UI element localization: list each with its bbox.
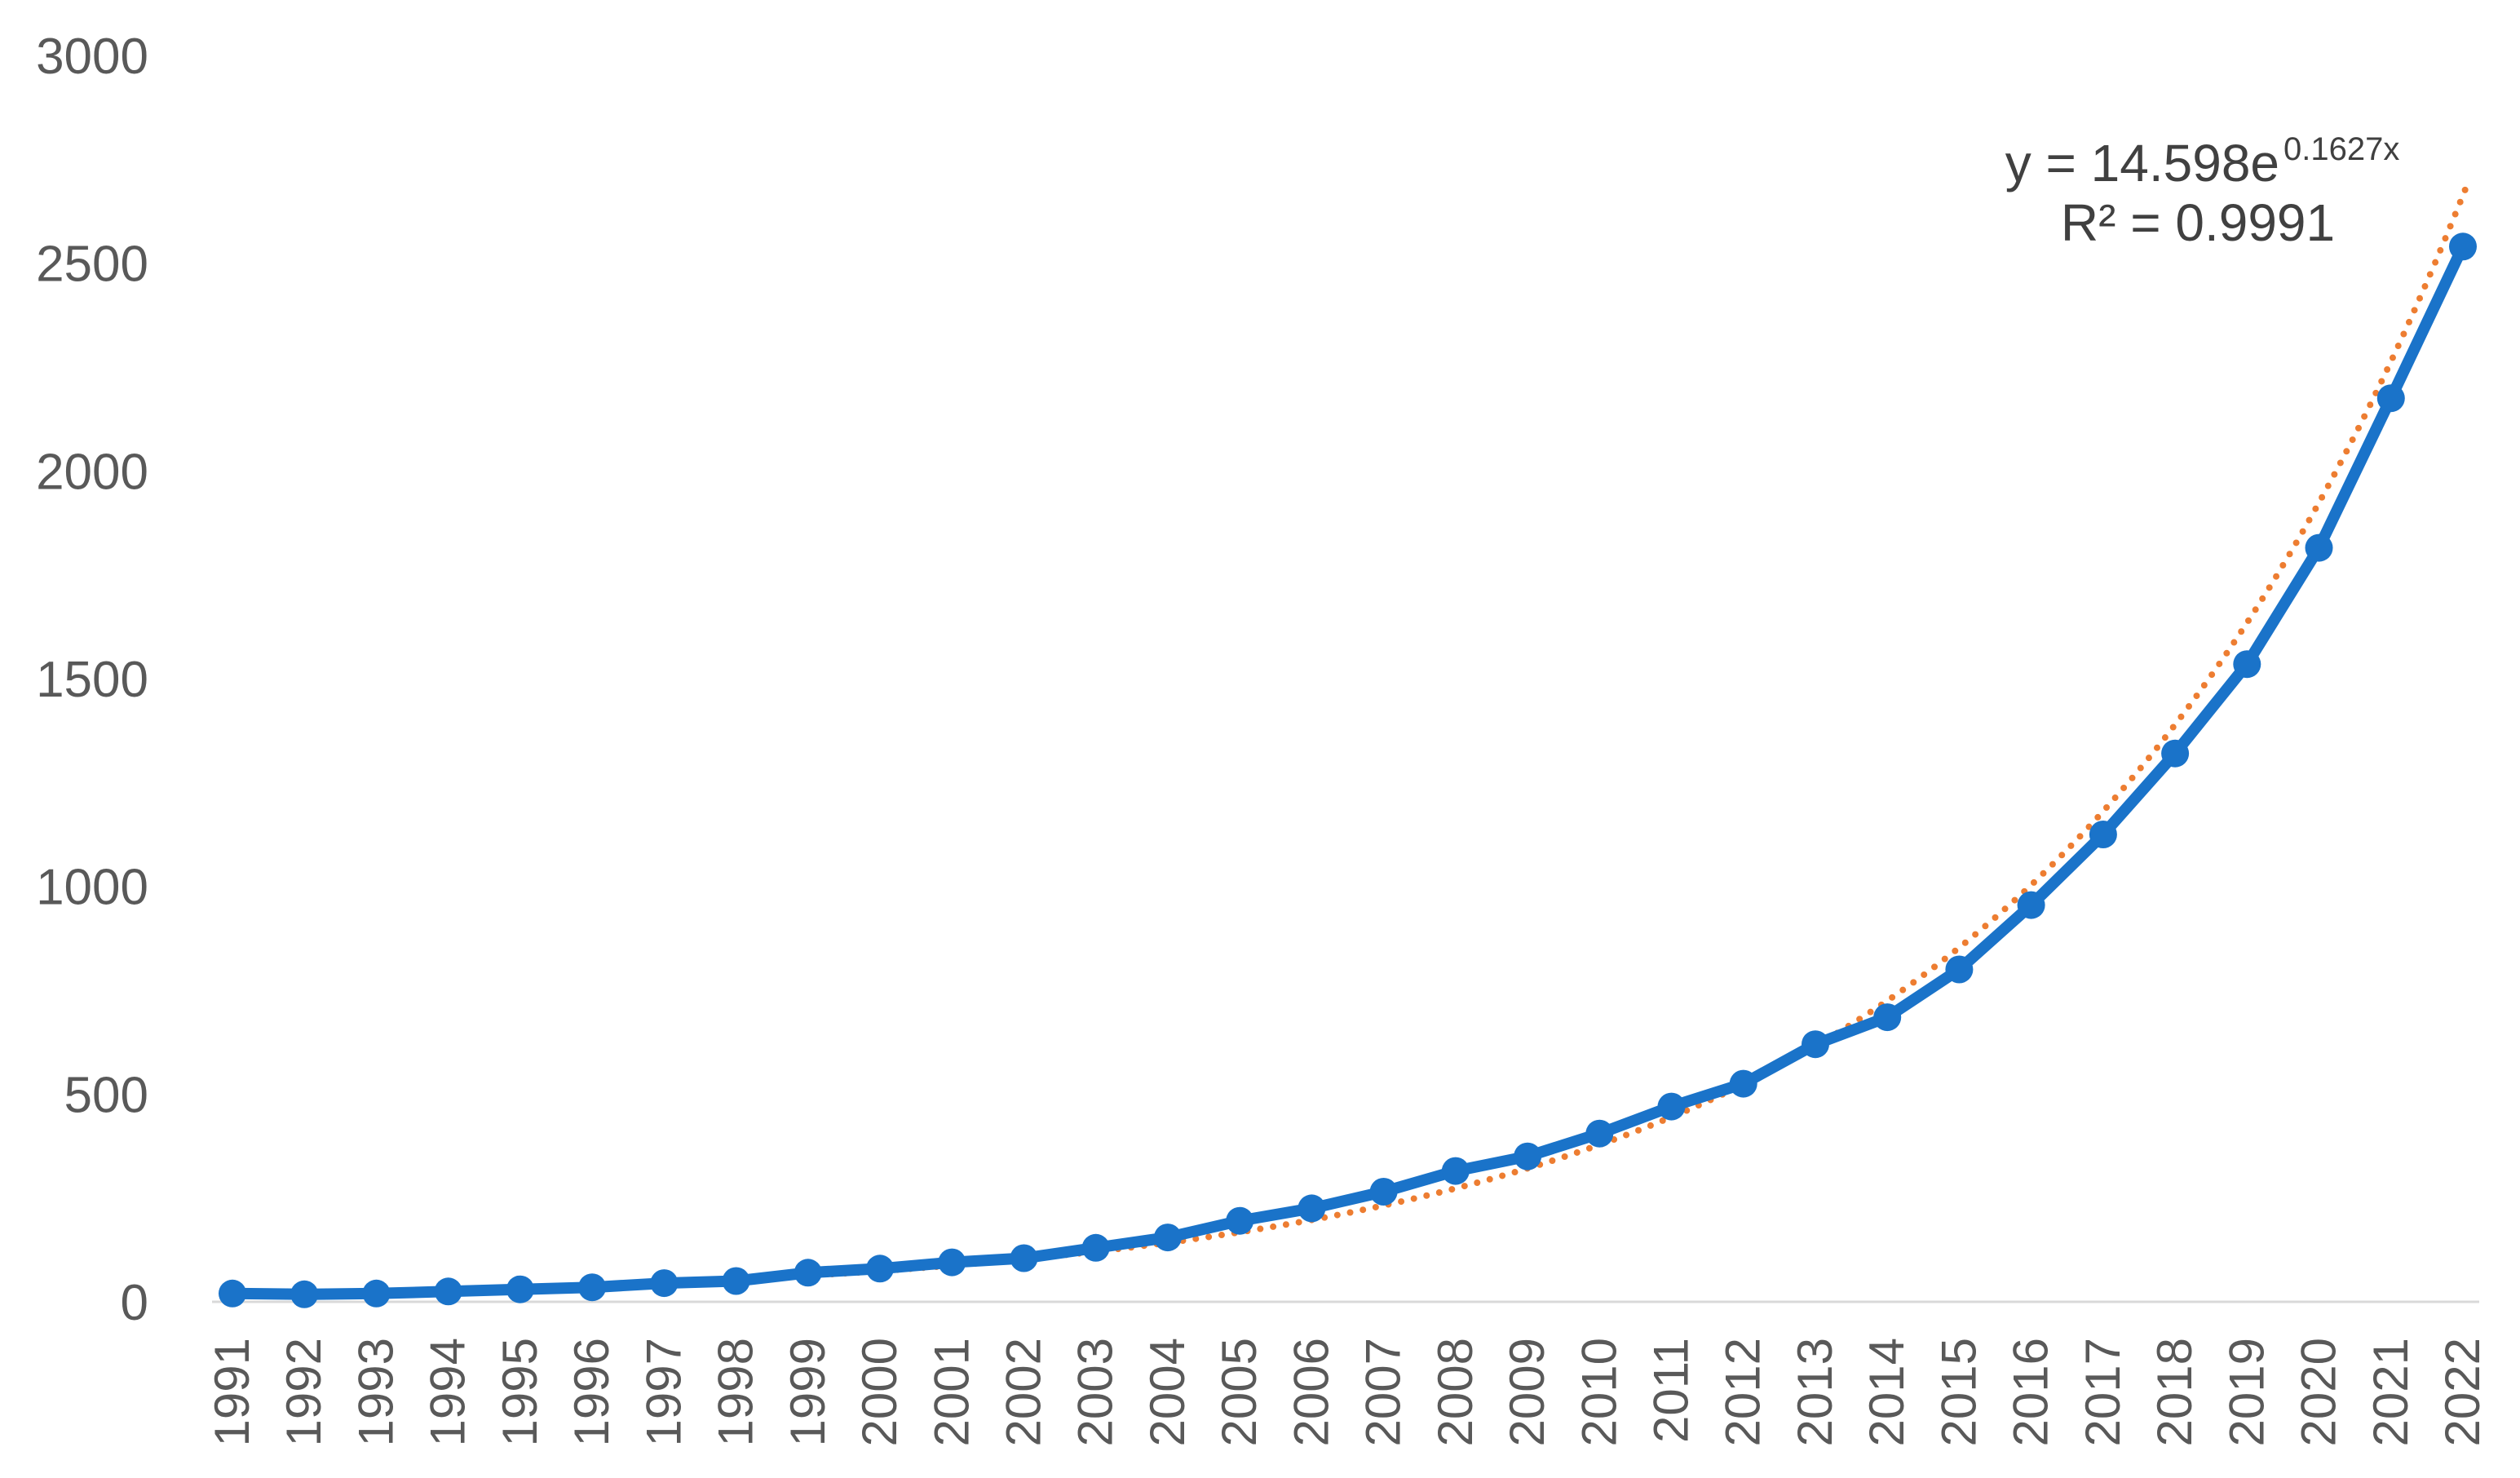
- equation-exponent: 0.1627x: [2283, 131, 2399, 167]
- x-tick-label: 1993: [348, 1338, 403, 1446]
- data-point: [2376, 384, 2405, 413]
- x-tick-label: 1999: [780, 1338, 835, 1446]
- data-point: [1153, 1224, 1182, 1252]
- data-point: [938, 1248, 966, 1277]
- data-point: [722, 1267, 750, 1295]
- x-tick-label: 2018: [2147, 1338, 2202, 1446]
- x-tick-label: 1996: [564, 1338, 619, 1446]
- x-tick-label: 2000: [852, 1338, 907, 1446]
- data-point: [2449, 232, 2477, 261]
- data-point: [1729, 1069, 1757, 1098]
- data-point: [1226, 1206, 1254, 1235]
- y-tick-label: 1500: [36, 652, 148, 708]
- x-tick-label: 2020: [2292, 1338, 2346, 1446]
- data-point: [1369, 1178, 1398, 1206]
- x-tick-label: 2001: [924, 1338, 979, 1446]
- series-line: [227, 241, 2469, 1300]
- data-point: [2089, 821, 2117, 848]
- data-point: [2161, 739, 2190, 768]
- x-tick-label: 2010: [1572, 1338, 1626, 1446]
- x-tick-label: 1998: [709, 1338, 763, 1446]
- r-squared-text: R² = 0.9991: [2061, 193, 2335, 252]
- data-point: [290, 1280, 319, 1308]
- x-tick-label: 1992: [276, 1338, 331, 1446]
- equation-text: y = 14.598e: [2005, 134, 2279, 192]
- y-tick-label: 500: [64, 1067, 148, 1123]
- x-tick-label: 2007: [1356, 1338, 1411, 1446]
- x-tick-label: 1991: [205, 1338, 259, 1446]
- x-tick-label: 2011: [1644, 1338, 1699, 1443]
- x-tick-label: 2003: [1068, 1338, 1123, 1446]
- data-point: [2017, 891, 2045, 919]
- y-tick-label: 2500: [36, 237, 148, 293]
- x-tick-label: 2015: [1931, 1338, 1986, 1446]
- data-point: [650, 1269, 679, 1298]
- data-point: [1657, 1092, 1686, 1121]
- x-tick-label: 1997: [636, 1338, 691, 1446]
- data-point: [866, 1255, 894, 1283]
- data-point: [219, 1279, 246, 1308]
- data-point: [1081, 1233, 1110, 1262]
- data-point: [506, 1275, 534, 1303]
- data-point: [1873, 1003, 1902, 1032]
- data-point: [1010, 1244, 1038, 1272]
- data-point: [362, 1279, 391, 1308]
- x-tick-label: 2012: [1716, 1338, 1771, 1446]
- series-markers: [219, 232, 2477, 1308]
- exponential-trendline: [229, 177, 2473, 1299]
- data-point: [794, 1259, 822, 1287]
- y-tick-label: 2000: [36, 444, 148, 500]
- y-tick-label: 1000: [36, 860, 148, 916]
- data-point: [578, 1273, 607, 1302]
- x-tick-label: 2022: [2435, 1338, 2490, 1446]
- x-tick-label: 2004: [1140, 1338, 1195, 1446]
- x-tick-label: 1995: [493, 1338, 547, 1446]
- data-point: [1585, 1119, 1614, 1148]
- x-tick-label: 2016: [2004, 1338, 2058, 1446]
- x-tick-label: 2008: [1428, 1338, 1483, 1446]
- y-axis-ticks: 0 500 1000 1500 2000 2500 3000: [36, 29, 148, 1331]
- x-axis-ticks: 1991 1992 1993 1994 1995 1996 1997 1998 1999 2000…: [205, 1338, 2490, 1446]
- y-tick-label: 0: [121, 1275, 148, 1331]
- x-tick-label: 2019: [2219, 1338, 2274, 1446]
- data-point: [1945, 955, 1974, 984]
- x-tick-label: 2013: [1788, 1338, 1842, 1446]
- x-tick-label: 2005: [1212, 1338, 1267, 1446]
- data-point: [1298, 1194, 1326, 1223]
- data-point: [1441, 1157, 1470, 1185]
- data-point: [2305, 533, 2333, 562]
- data-point: [434, 1277, 462, 1306]
- x-tick-label: 1994: [421, 1338, 475, 1446]
- x-tick-label: 2006: [1284, 1338, 1338, 1446]
- trendline-equation: y = 14.598e 0.1627x R² = 0.9991: [2005, 131, 2400, 252]
- x-tick-label: 2014: [1859, 1338, 1914, 1446]
- data-point: [1514, 1142, 1542, 1170]
- data-point: [2233, 650, 2261, 679]
- x-tick-label: 2009: [1500, 1338, 1554, 1446]
- x-tick-label: 2021: [2363, 1338, 2418, 1446]
- y-tick-label: 3000: [36, 29, 148, 85]
- x-tick-label: 2002: [996, 1338, 1050, 1446]
- data-point: [1802, 1030, 1829, 1059]
- x-tick-label: 2017: [2076, 1338, 2130, 1446]
